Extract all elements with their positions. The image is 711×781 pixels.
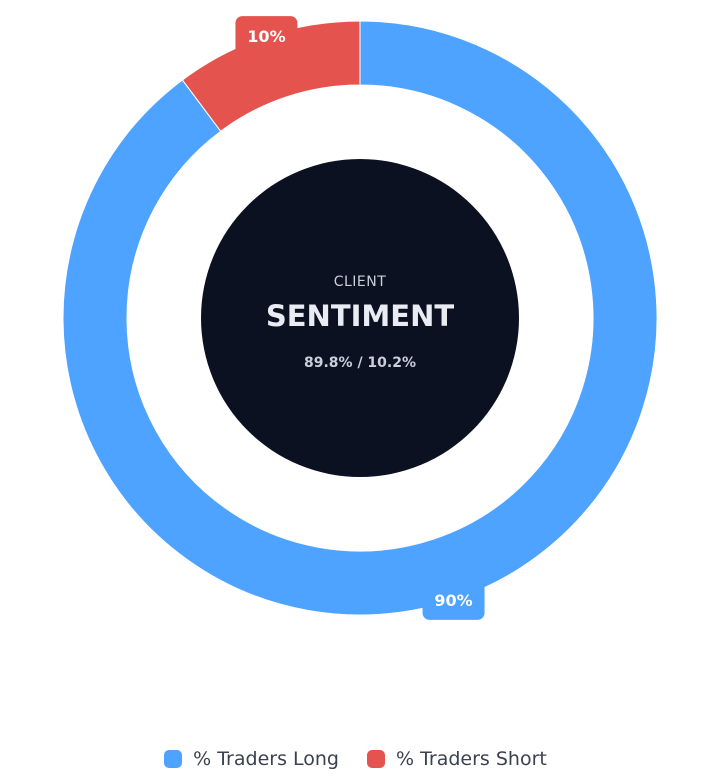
slice-labels: 90% 10%	[235, 16, 485, 620]
slice-traders-long[interactable]	[62, 20, 658, 616]
chart-slices	[62, 20, 658, 616]
chart-legend: % Traders Long % Traders Short	[0, 748, 711, 770]
legend-item-short[interactable]: % Traders Short	[366, 748, 547, 770]
center-title: SENTIMENT	[266, 299, 454, 333]
legend-swatch-short	[366, 750, 385, 768]
legend-item-long[interactable]: % Traders Long	[164, 748, 339, 770]
slice-label-traders-short: 10%	[247, 27, 285, 46]
legend-label-short: % Traders Short	[395, 748, 547, 770]
center-ratio: 89.8% / 10.2%	[304, 355, 416, 371]
legend-swatch-long	[164, 750, 183, 768]
slice-label-traders-long: 90%	[434, 591, 472, 610]
center-disc	[201, 159, 519, 477]
center-eyebrow: CLIENT	[334, 274, 387, 290]
slice-label-bg-traders-short	[235, 16, 298, 57]
legend-label-long: % Traders Long	[193, 748, 339, 770]
slice-label-bg-traders-long	[422, 579, 485, 620]
slice-traders-short[interactable]	[181, 20, 361, 132]
